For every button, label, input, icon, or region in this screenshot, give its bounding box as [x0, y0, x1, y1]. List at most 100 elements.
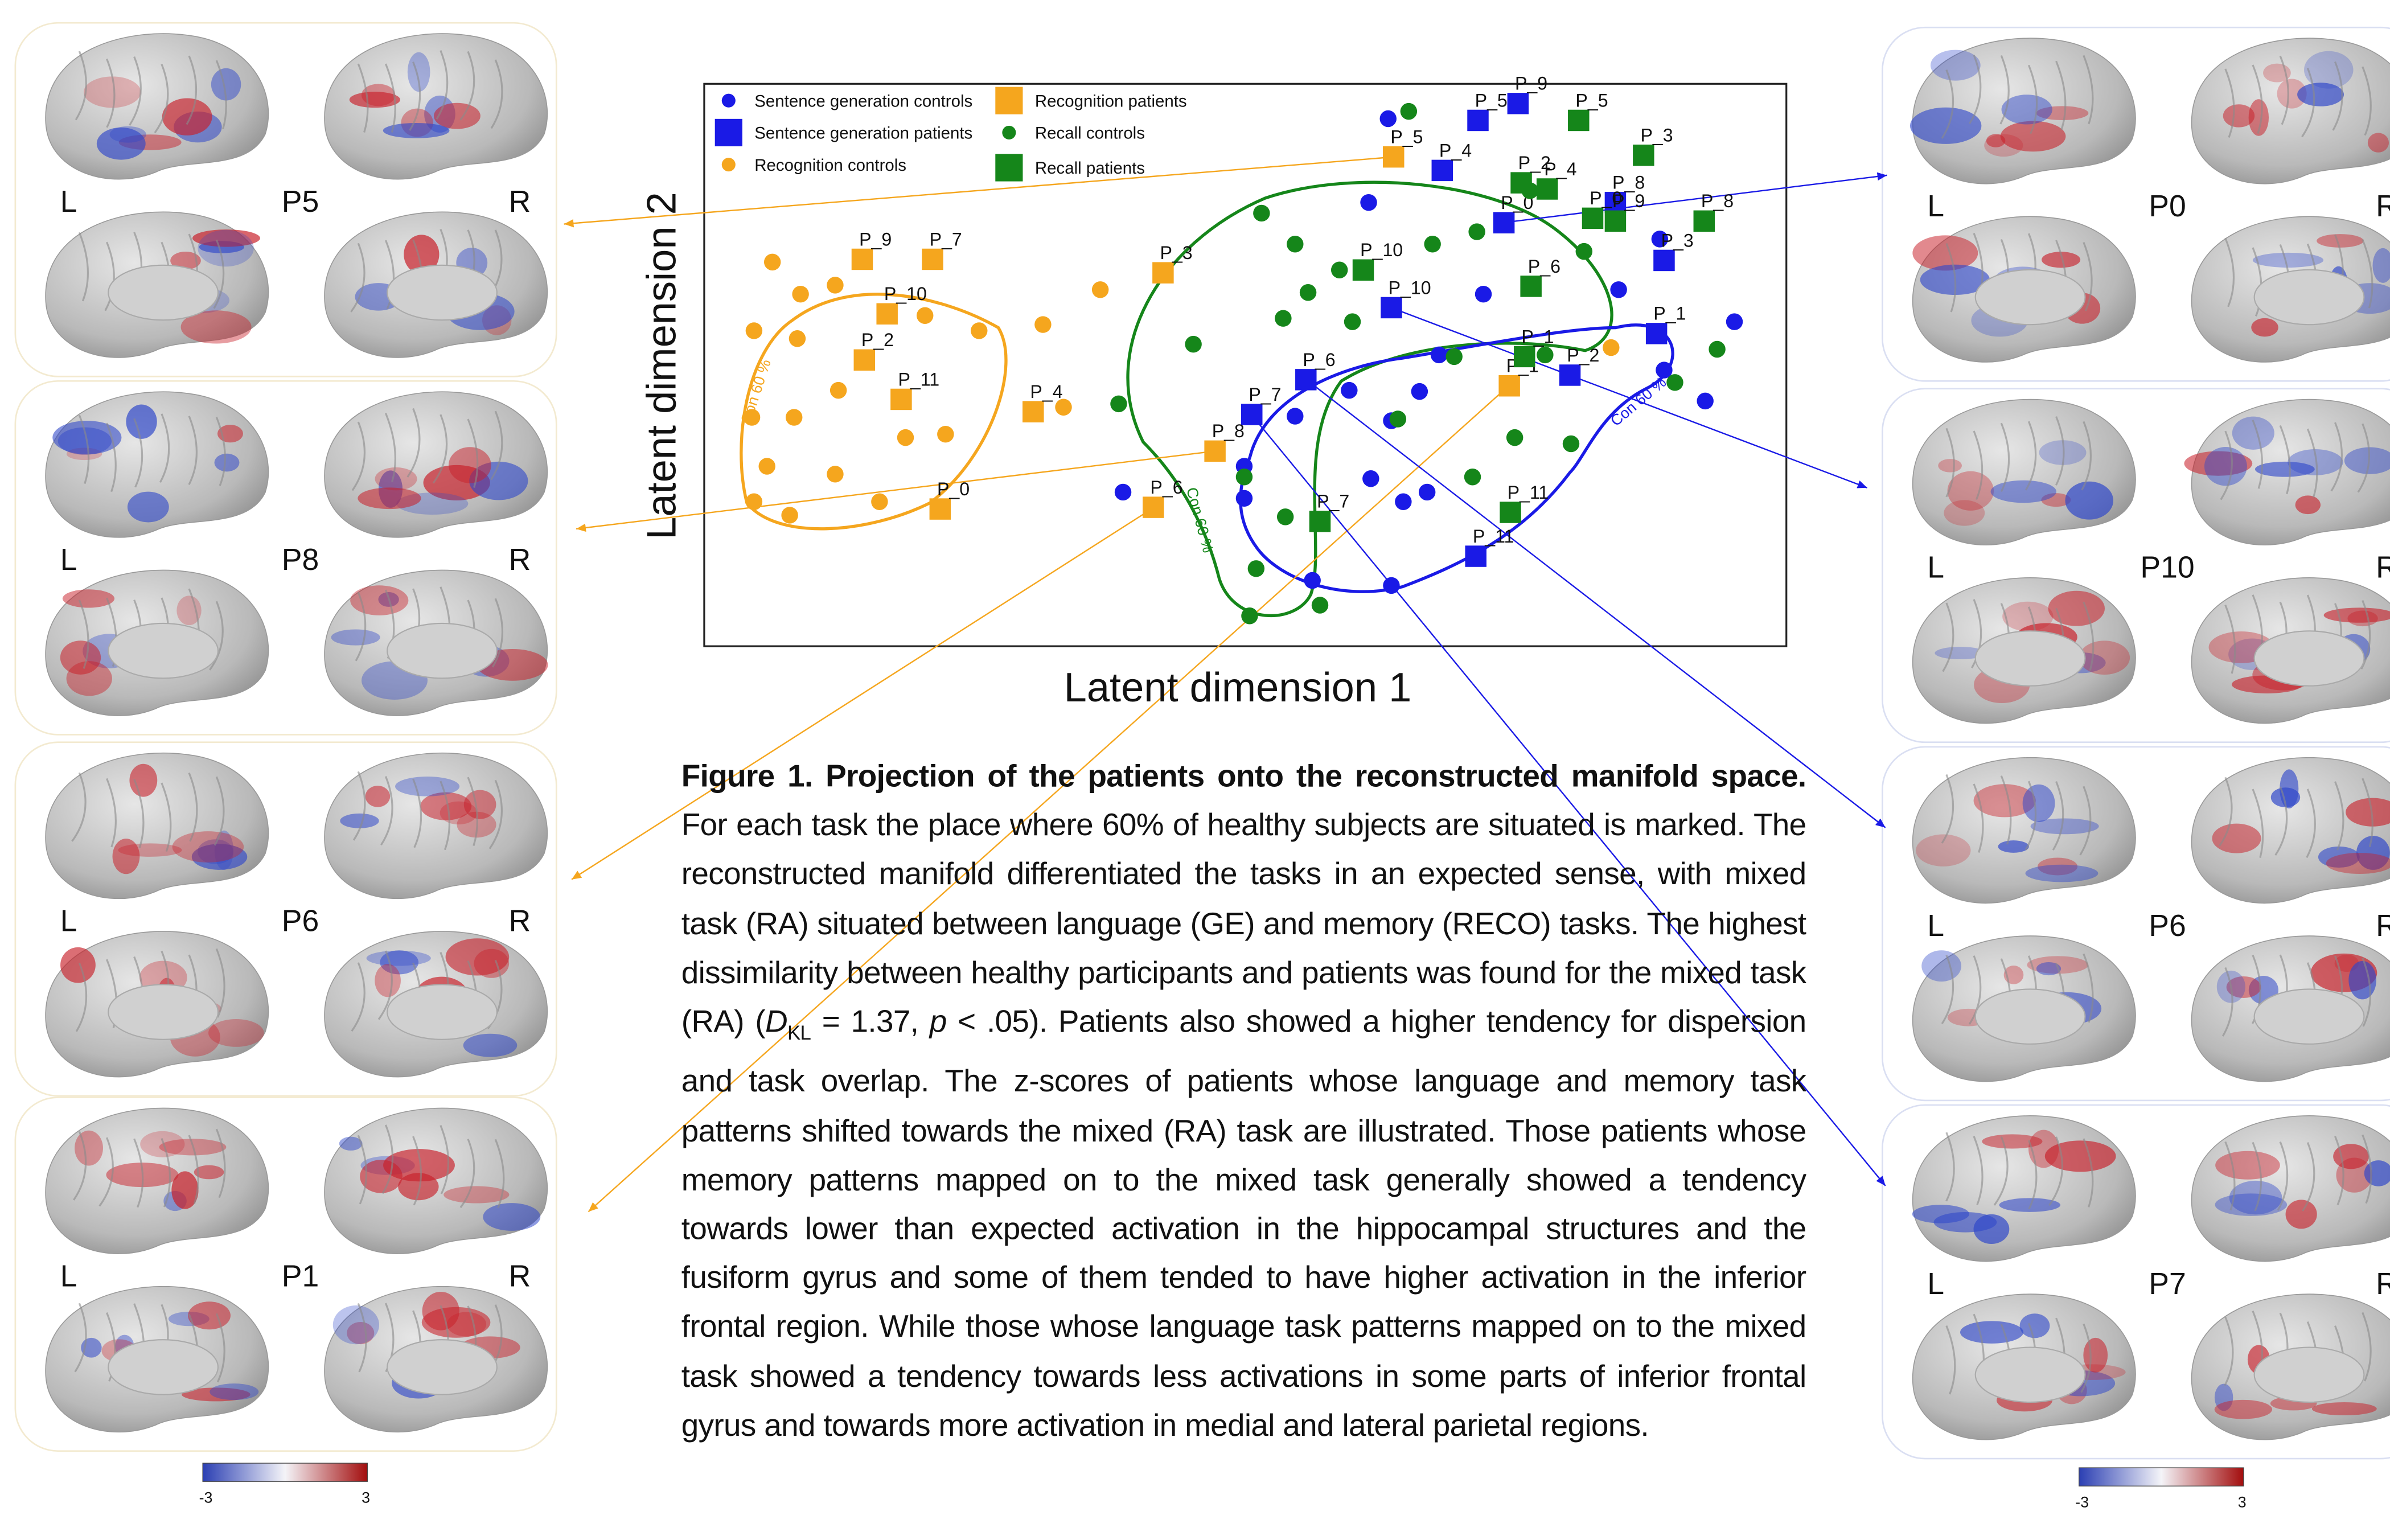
control-point: [1464, 469, 1481, 486]
activation-patch: [347, 1322, 375, 1345]
patient-point: [1520, 276, 1542, 297]
legend-label: Recognition patients: [1035, 92, 1187, 110]
activation-patch: [358, 487, 421, 510]
corpus-callosum: [2253, 269, 2365, 326]
sulcus: [78, 599, 89, 669]
control-point: [781, 507, 798, 524]
sulcus: [2362, 957, 2372, 1027]
sulcus: [129, 56, 142, 126]
activation-patch: [84, 76, 141, 108]
point-label: P_10: [1360, 240, 1403, 260]
sulcus: [2274, 786, 2288, 856]
activation-patch: [2229, 1180, 2282, 1215]
activation-patch: [2372, 248, 2390, 283]
control-point: [1666, 374, 1683, 391]
legend-marker: [721, 158, 736, 172]
control-point: [1253, 204, 1270, 222]
sulcus: [352, 771, 366, 841]
control-point: [1275, 310, 1292, 327]
sulcus: [2330, 422, 2343, 492]
sulcus: [159, 413, 170, 483]
activation-patch: [404, 235, 440, 274]
point-label: P_2: [1567, 345, 1599, 366]
colorbar-label: -3: [2075, 1494, 2089, 1511]
point-label: P_2: [861, 330, 894, 350]
sulcus: [1945, 1132, 1955, 1202]
sulcus: [161, 782, 172, 852]
corpus-callosum: [108, 1339, 219, 1395]
hemisphere-label: R: [2376, 909, 2390, 943]
activation-patch: [1998, 840, 2029, 853]
control-point: [1235, 490, 1253, 507]
control-point: [1430, 346, 1448, 364]
activation-patch: [366, 950, 431, 966]
sulcus: [1993, 1136, 2009, 1206]
activation-patch: [2232, 416, 2274, 450]
patient-point: [922, 248, 943, 270]
sulcus: [98, 1137, 114, 1207]
patient-point: [1633, 144, 1654, 166]
control-point: [1411, 383, 1428, 400]
activation-patch: [2038, 857, 2078, 876]
control-point: [785, 409, 803, 426]
hemisphere-label: L: [1927, 551, 1944, 585]
patient-label: P8: [282, 543, 319, 577]
control-point: [1610, 281, 1627, 298]
sulcus: [440, 1125, 450, 1194]
point-label: P_3: [1160, 243, 1193, 263]
corpus-callosum: [108, 622, 219, 679]
control-point: [1235, 469, 1253, 486]
activation-patch: [2318, 846, 2360, 868]
sulcus: [215, 1313, 225, 1383]
hemisphere-label: L: [1927, 909, 1944, 943]
sulcus: [2083, 241, 2093, 311]
sulcus: [2224, 1141, 2236, 1211]
activation-patch: [2028, 1130, 2059, 1168]
sulcus: [106, 58, 116, 128]
activation-patch: [162, 98, 212, 135]
activation-patch: [445, 938, 510, 976]
brain: [1912, 38, 2136, 184]
point-label: P_1: [1521, 326, 1554, 347]
activation-patch: [2311, 1402, 2377, 1416]
control-point: [1709, 340, 1726, 358]
sulcus: [432, 414, 448, 484]
point-label: P_5: [1475, 90, 1508, 110]
sulcus: [380, 776, 393, 846]
control-point: [1446, 348, 1463, 366]
control-point: [1247, 560, 1265, 577]
patient-label: P6: [282, 905, 319, 938]
panel-frame: [14, 380, 557, 736]
activation-patch: [66, 661, 112, 696]
point-label: P_2: [1518, 153, 1551, 173]
point-label: P_11: [1473, 526, 1514, 547]
activation-patch: [2347, 610, 2378, 627]
brain: [45, 33, 269, 180]
sulcus: [133, 779, 145, 848]
patient-point: [890, 388, 912, 410]
activation-patch: [2215, 1151, 2280, 1180]
patient-label: P6: [2149, 909, 2186, 943]
corpus-callosum: [2253, 988, 2365, 1045]
sulcus: [2332, 61, 2343, 131]
control-point: [1383, 577, 1400, 594]
sulcus: [459, 51, 475, 121]
activation-patch: [463, 790, 496, 819]
patient-point: [1431, 159, 1453, 182]
activation-patch: [96, 128, 146, 160]
point-label: P_8: [1212, 421, 1245, 441]
activation-patch: [2297, 83, 2344, 106]
sulcus: [357, 1135, 367, 1205]
control-point: [1362, 470, 1379, 487]
sulcus: [2362, 239, 2373, 309]
activation-patch: [180, 310, 252, 344]
caption-symbol: p: [929, 1004, 947, 1040]
caption-text: For each task the place where 60% of hea…: [681, 808, 1806, 1040]
activation-patch: [191, 844, 248, 870]
sulcus: [2083, 55, 2094, 125]
control-point: [1400, 102, 1418, 120]
control-point: [897, 429, 914, 446]
patient-point: [1604, 210, 1627, 232]
legend-label: Recognition controls: [754, 156, 906, 175]
activation-patch: [214, 453, 240, 472]
